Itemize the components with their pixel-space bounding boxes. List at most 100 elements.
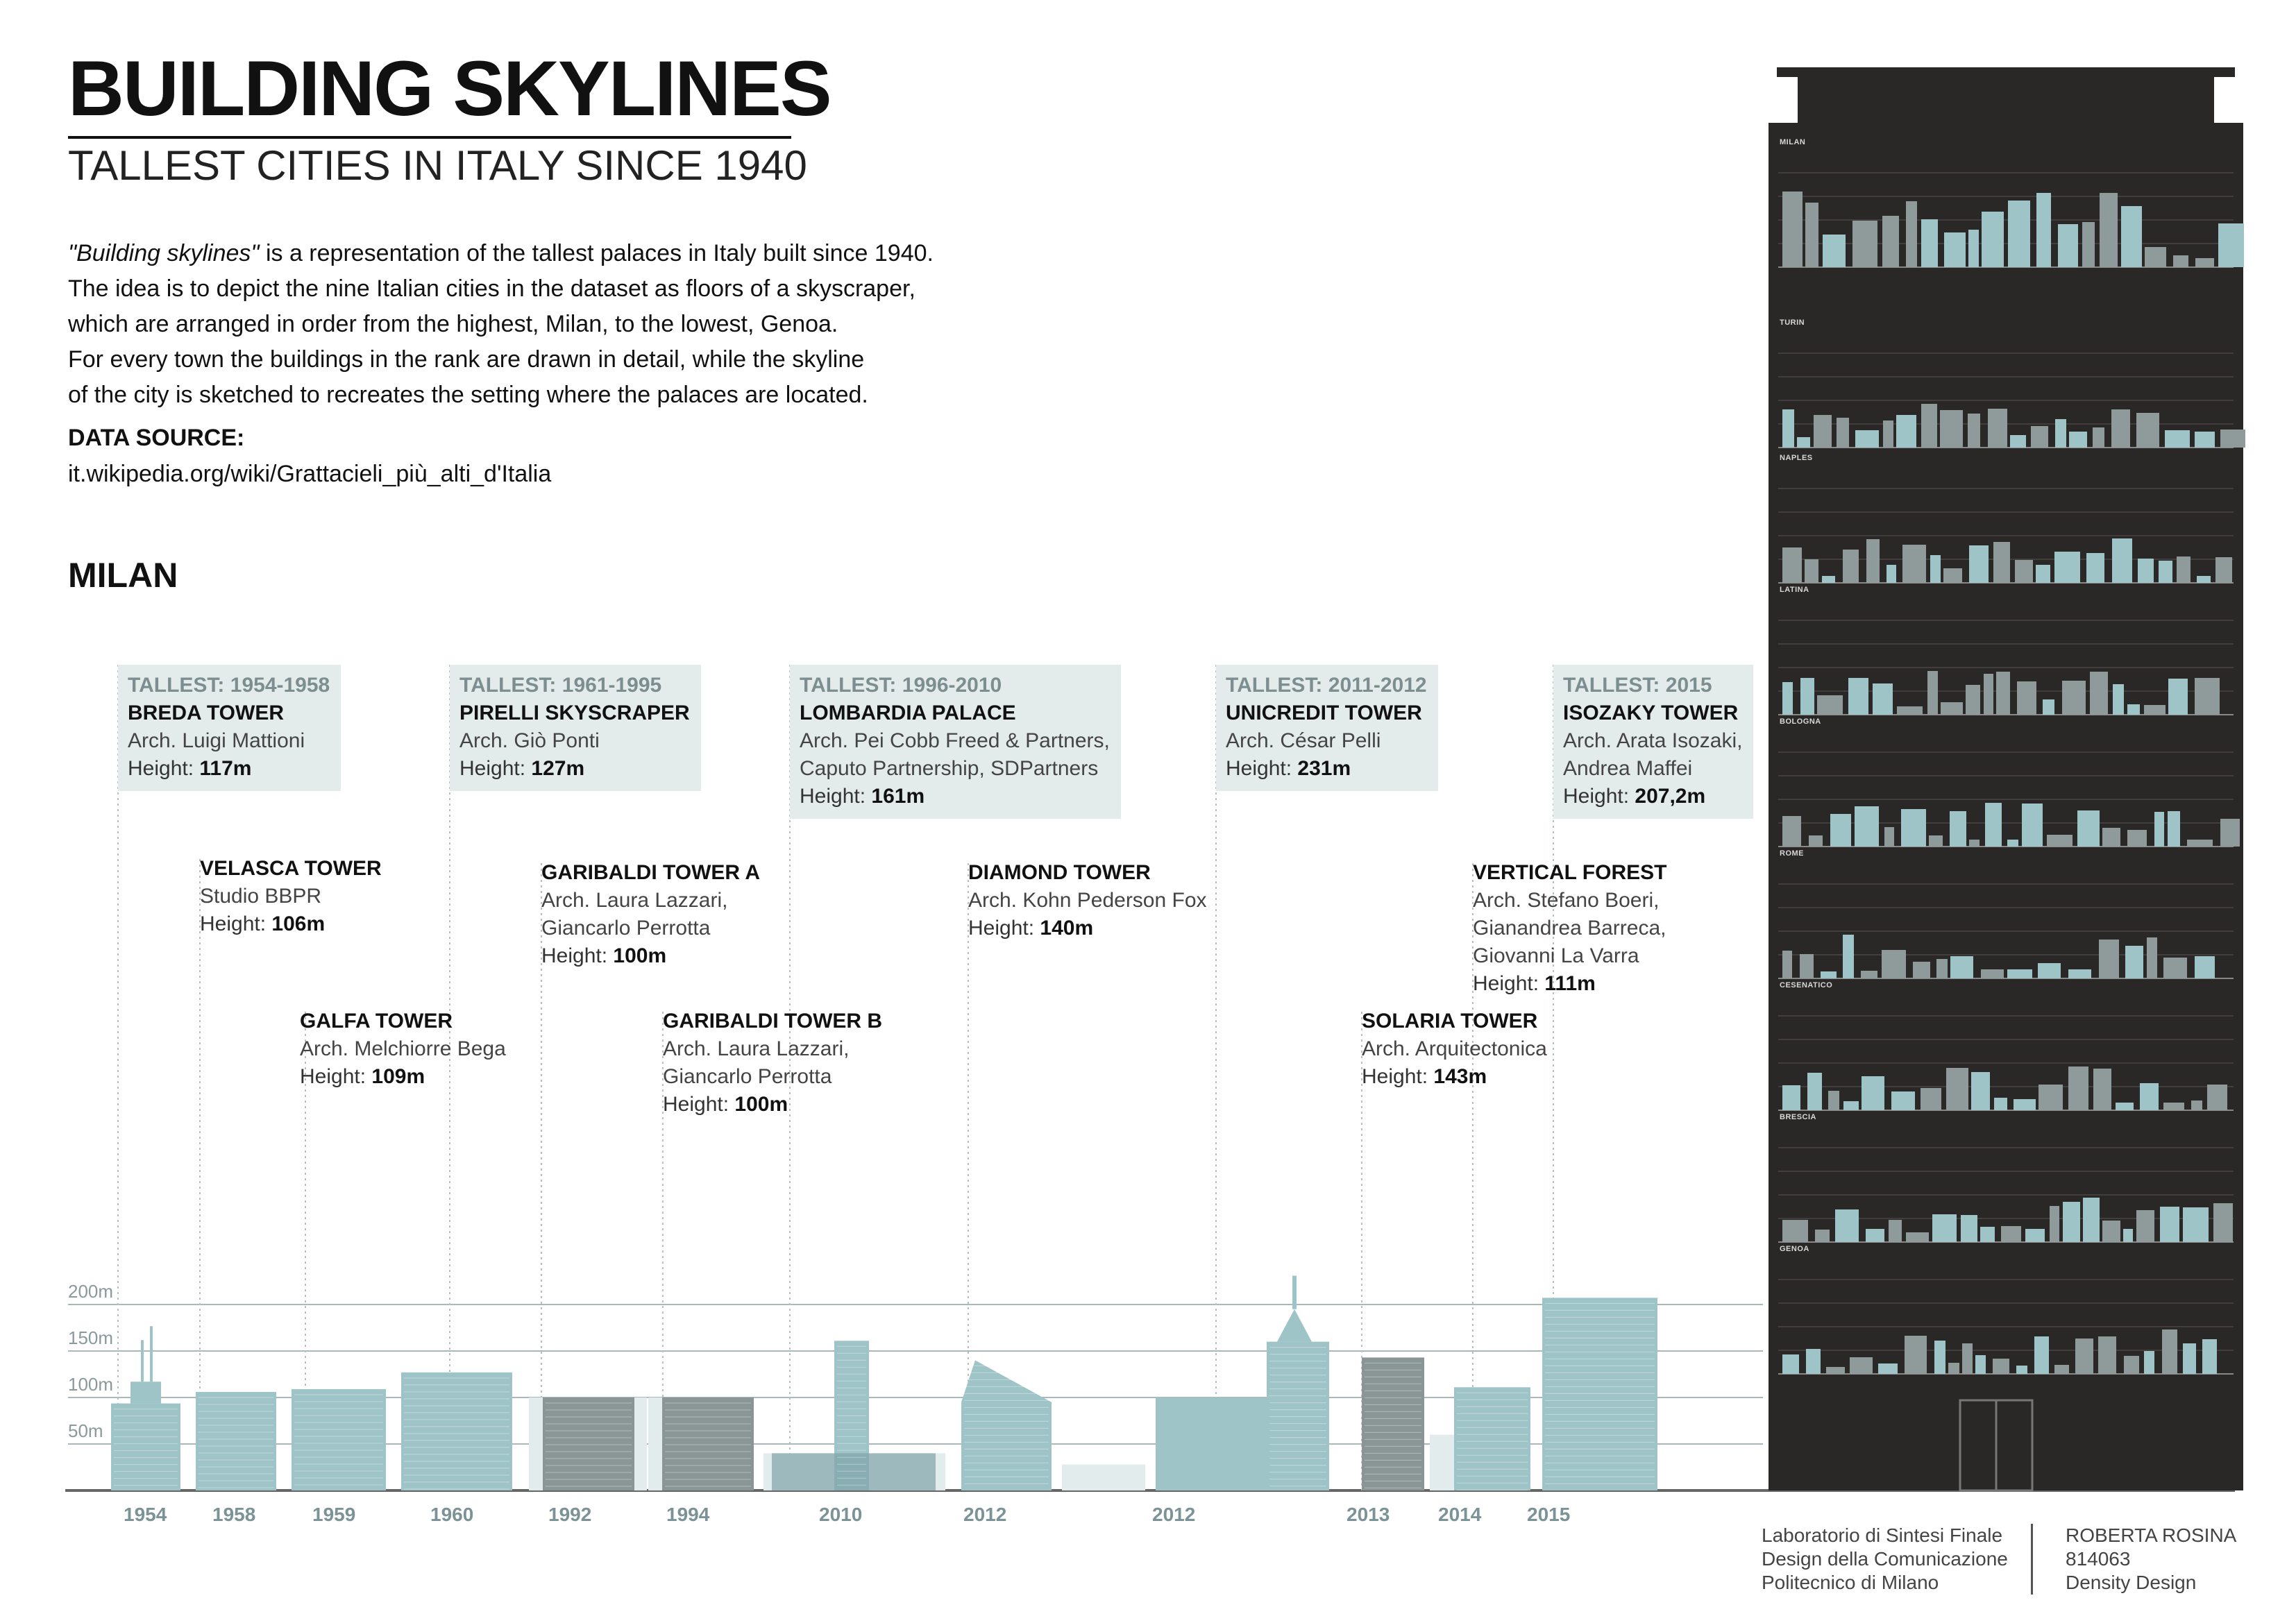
mini-building: [2159, 561, 2172, 583]
building-body: [196, 1391, 276, 1490]
side-panel: [1769, 67, 2245, 1492]
height-label: Height:: [968, 917, 1040, 940]
building-height: Height: 100m: [541, 942, 760, 970]
mini-building: [2043, 699, 2054, 715]
mini-building: [1866, 1229, 1884, 1242]
mini-building: [1800, 678, 1814, 715]
building-info-7: TALLEST: 1996-2010 LOMBARDIA PALACE Arch. …: [790, 665, 1121, 819]
mini-building: [1815, 1230, 1830, 1242]
footer-author: ROBERTA ROSINA 814063 Density Design: [2066, 1524, 2236, 1595]
data-source-url[interactable]: it.wikipedia.org/wiki/Grattacieli_più_al…: [68, 461, 552, 487]
height-value: 127m: [531, 757, 585, 780]
building-5: [543, 1397, 634, 1490]
building-windows: [665, 1402, 751, 1487]
mini-building: [1814, 415, 1832, 448]
building-height: Height: 140m: [968, 915, 1207, 942]
mini-building: [1782, 409, 1794, 448]
mini-building: [2036, 193, 2051, 267]
building-12: [1542, 1298, 1657, 1490]
mini-building: [1848, 678, 1868, 715]
mini-building: [1782, 1085, 1800, 1110]
mini-building: [1782, 682, 1793, 715]
building-architect: Arch. Pei Cobb Freed & Partners,: [800, 729, 1110, 752]
mini-building: [2111, 409, 2130, 448]
footer-author-id: 814063: [2066, 1548, 2131, 1570]
building-name: VELASCA TOWER: [200, 857, 382, 880]
building-name: LOMBARDIA PALACE: [800, 702, 1016, 724]
mini-building: [2113, 684, 2124, 715]
building-info-9: TALLEST: 2011-2012 UNICREDIT TOWER Arch. C…: [1216, 665, 1438, 791]
tallest-tag: TALLEST: 2015: [1563, 674, 1712, 697]
mini-building: [2068, 1067, 2088, 1110]
tower-roof-cap: [1777, 67, 2235, 77]
mini-building: [1921, 404, 1937, 448]
mini-building: [1946, 1068, 1968, 1110]
mini-building: [2183, 1343, 2196, 1374]
building-9: [1156, 1275, 1329, 1490]
mini-building: [2058, 224, 2078, 267]
building-windows: [1545, 1302, 1655, 1484]
side-city-label: CESENATICO: [1780, 981, 1833, 989]
building-2: [196, 1391, 276, 1490]
building-name: VERTICAL FOREST: [1473, 861, 1667, 884]
building-architect: Arch. Stefano Boeri,: [1473, 889, 1660, 912]
mini-building: [2183, 1207, 2209, 1242]
mini-building: [1823, 235, 1846, 267]
side-city-label: MILAN: [1780, 138, 1806, 146]
building-info-10: SOLARIA TOWER Arch. Arquitectonica Height:…: [1362, 1008, 1547, 1091]
mini-building: [1906, 1232, 1929, 1242]
building-height: Height: 231m: [1226, 755, 1427, 783]
mini-building: [2068, 969, 2091, 978]
mini-building: [2163, 958, 2187, 978]
building-windows: [199, 1397, 273, 1488]
mini-building: [1883, 420, 1893, 448]
building-name: ISOZAKY TOWER: [1563, 702, 1739, 724]
mini-building: [2173, 255, 2188, 267]
mini-building: [2075, 1339, 2093, 1374]
building-7: [772, 1341, 936, 1490]
mini-building: [2160, 1207, 2179, 1242]
mini-building: [2077, 810, 2100, 847]
page-subtitle: TALLEST CITIES IN ITALY SINCE 1940: [68, 142, 807, 189]
building-windows: [1365, 1362, 1421, 1488]
mini-building: [1971, 1072, 1990, 1110]
building-body: [543, 1397, 634, 1490]
mini-building: [1861, 971, 1877, 978]
x-label-9: 2012: [1152, 1504, 1195, 1525]
mini-building: [1830, 814, 1851, 847]
footer-course: Laboratorio di Sintesi Finale Design del…: [1762, 1524, 2008, 1595]
building-windows: [1269, 1347, 1326, 1487]
mini-building: [1921, 219, 1938, 267]
building-height: Height: 111m: [1473, 970, 1666, 998]
x-label-10: 2013: [1347, 1504, 1390, 1525]
height-value: 117m: [199, 757, 252, 780]
x-label-4: 1960: [430, 1504, 473, 1525]
mini-building: [1969, 840, 1980, 847]
mini-building: [2140, 1083, 2159, 1110]
building-info-12: TALLEST: 2015 ISOZAKY TOWER Arch. Arata Is…: [1553, 665, 1754, 819]
mini-building: [1996, 672, 2010, 715]
mini-building: [1809, 835, 1823, 847]
side-city-label: BRESCIA: [1780, 1113, 1817, 1121]
mini-building: [1994, 1098, 2007, 1110]
mini-building: [2069, 432, 2087, 448]
mini-building: [2220, 819, 2240, 847]
building-architect: Arch. César Pelli: [1226, 729, 1381, 752]
tallest-tag: TALLEST: 1961-1995: [459, 674, 662, 697]
building-info-2: VELASCA TOWER Studio BBPR Height: 106m: [200, 855, 382, 938]
title-underline: [68, 136, 791, 139]
mini-building: [2007, 969, 2032, 978]
mini-building: [1988, 409, 2007, 448]
building-info-8: DIAMOND TOWER Arch. Kohn Pederson Fox Heig…: [968, 859, 1207, 942]
height-value: 161m: [871, 785, 925, 808]
height-label: Height:: [1563, 785, 1635, 808]
mini-building: [2055, 419, 2066, 448]
mini-building: [2062, 681, 2086, 715]
side-city-label: BOLOGNA: [1780, 717, 1821, 726]
mini-building: [1889, 1220, 1902, 1242]
building-windows: [837, 1345, 866, 1486]
building-3: [292, 1388, 386, 1490]
building-name: GARIBALDI TOWER B: [663, 1010, 883, 1033]
mini-building: [1929, 835, 1943, 847]
building-body: [961, 1360, 1052, 1490]
